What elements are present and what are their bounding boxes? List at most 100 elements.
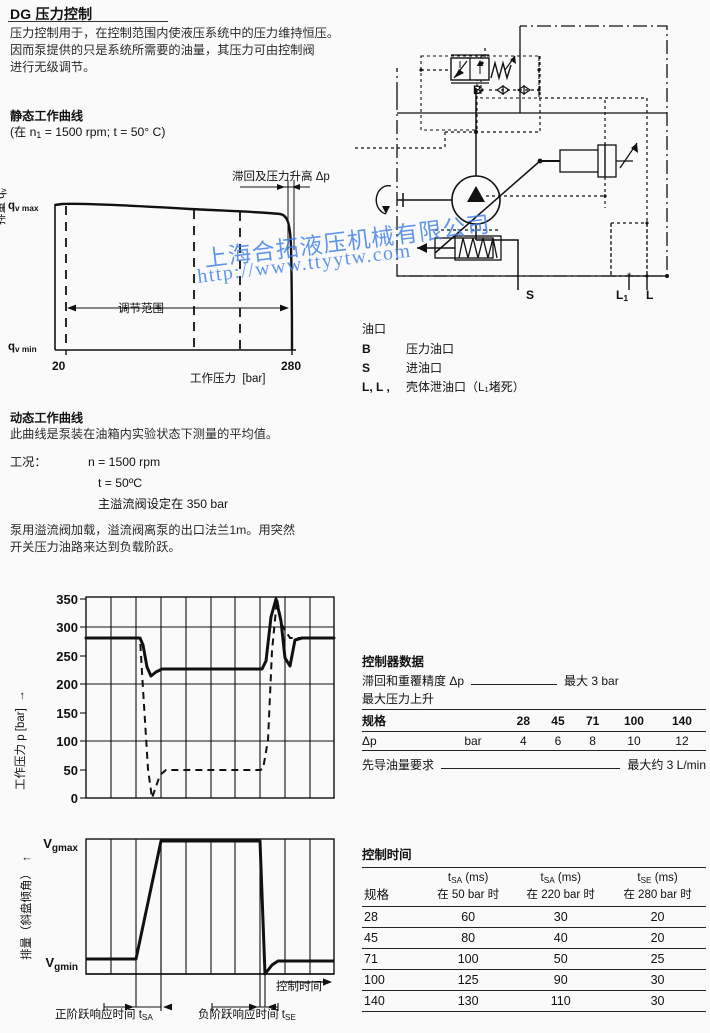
size-45: 45 <box>540 709 576 732</box>
cell-tse280: 30 <box>609 969 706 992</box>
qvmax-base: q <box>8 200 16 212</box>
dynamic-curve-heading: 动态工作曲线 <box>10 411 84 425</box>
schematic-label-s: S <box>526 288 535 302</box>
hysteresis-value: 最大 3 bar <box>564 674 619 688</box>
dynamic-paragraph-2: 泵用溢流阀加载，溢流阀离泵的出口法兰1m。用突然 开关压力油路来达到负载阶跃。 <box>10 522 360 556</box>
tsa220-unit: (ms) <box>554 872 581 884</box>
cell-tse280: 30 <box>609 990 706 1013</box>
max-pressure-rise-label: 最大压力上升 <box>362 692 435 706</box>
delta-p-label: Δp <box>362 731 440 751</box>
leader-dots <box>441 768 621 769</box>
cell-tsa220: 40 <box>512 927 610 950</box>
condition-value: n = 1500 rpm <box>88 455 161 469</box>
condition-row: 主溢流阀设定在 350 bar <box>10 494 360 515</box>
condition-row: t = 50ºC <box>10 473 360 494</box>
static-chart-x-axis-label: 工作压力 [bar] <box>190 370 265 386</box>
qvmax-sub: v max <box>15 204 39 214</box>
dynamic-p2-line-1: 泵用溢流阀加载，溢流阀离泵的出口法兰1m。用突然 <box>10 523 296 537</box>
sc-xlabel-text: 工作压力 <box>190 373 236 385</box>
hydraulic-circuit-schematic: * <box>355 25 669 290</box>
condition-label: 工况： <box>10 455 47 469</box>
port-legend-row: S 进油口 <box>362 359 702 378</box>
cell-tsa50: 80 <box>424 927 513 950</box>
col-header-tsa-50: tSA (ms) 在 50 bar 时 <box>424 866 513 908</box>
col-header-tsa-220: tSA (ms) 在 220 bar 时 <box>512 866 610 908</box>
schematic-label-b: B <box>473 83 482 97</box>
static-chart-ymax-label: qv max <box>8 200 38 213</box>
size-140: 140 <box>657 709 706 732</box>
size-28: 28 <box>506 709 541 732</box>
port-desc: 压力油口 <box>406 342 455 356</box>
schematic-label-l1: L1 <box>616 288 628 303</box>
delta-p-45: 6 <box>540 731 576 751</box>
port-legend-heading: 油口 <box>362 322 387 336</box>
load-pressure-curve <box>86 598 334 799</box>
ytick-50: 50 <box>64 763 78 778</box>
control-time-heading: 控制时间 <box>362 848 412 862</box>
tsa220-sub: SA <box>543 876 555 886</box>
table-row: Δp bar 4 6 8 10 12 <box>362 731 706 751</box>
cell-tsa220: 50 <box>512 948 610 971</box>
controller-data-heading: 控制器数据 <box>362 655 424 669</box>
l1-base: L <box>616 288 624 302</box>
intro-line-2: 因而泵提供的只是系统所需要的油量，其压力可由控制阀 <box>10 43 315 57</box>
static-chart-xtick-max: 280 <box>281 359 302 373</box>
control-time-block: 控制时间 规格 tSA (ms) 在 50 bar 时 tSA (ms) 在 2… <box>362 845 706 1013</box>
row-size: 140 <box>362 990 424 1013</box>
ytick-200: 200 <box>56 677 78 692</box>
tse280-cond: 在 280 bar 时 <box>623 889 692 902</box>
size-header: 规格 <box>362 709 440 732</box>
hysteresis-row: 滞回和重覆精度 Δp 最大 3 bar <box>362 672 706 690</box>
vgmax-label: Vgmax <box>43 836 78 854</box>
cell-tsa50: 100 <box>424 948 513 971</box>
static-chart-range-label: 调节范围 <box>118 303 164 315</box>
ytick-0: 0 <box>71 791 78 806</box>
delta-p-140: 12 <box>657 731 706 751</box>
port-key: S <box>362 361 371 375</box>
intro-line-3: 进行无级调节。 <box>10 60 96 74</box>
port-key: B <box>362 342 371 356</box>
l1-asterisk: * <box>627 271 632 283</box>
static-cond-sub: 1 <box>36 130 42 141</box>
tse-annotation: 负阶跃响应时间 tSE <box>198 1009 296 1023</box>
leader-dots <box>471 684 558 685</box>
static-chart-xtick-min: 20 <box>52 359 66 373</box>
static-cond-post: = 1500 rpm; t = 50° C) <box>41 125 166 139</box>
l1-subscript: 1 <box>623 293 629 304</box>
static-working-curve-chart <box>54 180 310 355</box>
table-row: 28 60 30 20 <box>362 906 706 929</box>
tsa50-base: t <box>447 872 452 884</box>
condition-value: t = 50ºC <box>98 476 143 490</box>
row-size: 45 <box>362 927 424 950</box>
cell-tse280: 20 <box>609 927 706 950</box>
row-size: 100 <box>362 969 424 992</box>
hysteresis-label: 滞回和重覆精度 Δp <box>362 674 465 688</box>
ytick-250: 250 <box>56 649 78 664</box>
table-row: 71 100 50 25 <box>362 948 706 971</box>
tse280-unit: (ms) <box>651 872 678 884</box>
cell-tse280: 25 <box>609 948 706 971</box>
tse280-sub: SE <box>640 876 652 886</box>
condition-row: 工况： n = 1500 rpm <box>10 452 360 473</box>
table-row: 规格 28 45 71 100 140 <box>362 709 706 732</box>
tsa50-sub: SA <box>451 876 463 886</box>
tsa50-unit: (ms) <box>462 872 489 884</box>
static-curve-condition: (在 n1 = 1500 rpm; t = 50° C) <box>10 122 165 140</box>
table-row: 100 125 90 30 <box>362 969 706 992</box>
table-row: 140 130 110 30 <box>362 990 706 1013</box>
ytick-300: 300 <box>56 620 78 635</box>
table-row: 45 80 40 20 <box>362 927 706 950</box>
table-header-row: 规格 tSA (ms) 在 50 bar 时 tSA (ms) 在 220 ba… <box>362 866 706 908</box>
vgmin-label: Vgmin <box>45 955 78 973</box>
page-title: DG 压力控制 <box>10 6 93 22</box>
delta-p-28: 4 <box>506 731 541 751</box>
tsa220-base: t <box>540 872 544 884</box>
static-chart-ymin-label: qv min <box>8 341 37 354</box>
port-desc: 壳体泄油口（L₁堵死） <box>406 380 525 394</box>
port-desc: 进油口 <box>406 361 443 375</box>
cell-tsa50: 130 <box>424 990 513 1013</box>
pilot-flow-row: 先导油量要求 最大约 3 L/min <box>362 756 706 774</box>
tsa220-cond: 在 220 bar 时 <box>526 889 595 902</box>
cell-tsa50: 60 <box>424 906 513 929</box>
tsa50-cond: 在 50 bar 时 <box>437 889 500 902</box>
